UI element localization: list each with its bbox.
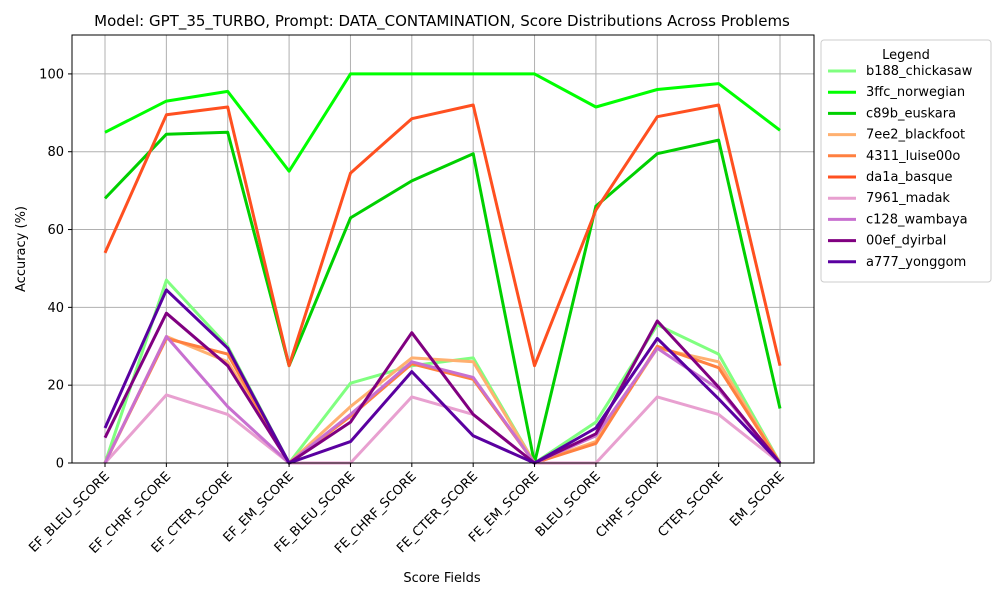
series-lines: [103, 72, 782, 465]
chart-title: Model: GPT_35_TURBO, Prompt: DATA_CONTAM…: [94, 12, 790, 31]
series-line-da1a_basque: [103, 103, 782, 368]
y-tick-label: 60: [47, 223, 64, 238]
y-tick-label: 80: [47, 145, 64, 160]
series-line-a777_yonggom: [103, 288, 782, 465]
legend-label: 7ee2_blackfoot: [866, 128, 965, 143]
y-tick-label: 40: [47, 301, 64, 316]
legend-title: Legend: [882, 48, 930, 63]
y-tick-label: 0: [56, 457, 64, 472]
legend-items: b188_chickasaw 3ffc_norwegian c89b_euskara…: [828, 64, 973, 270]
x-axis-title: Score Fields: [403, 571, 481, 586]
y-tick-label: 20: [47, 379, 64, 394]
legend-label: 3ffc_norwegian: [866, 85, 965, 100]
series-line-3ffc_norwegian: [104, 72, 781, 173]
legend-label: 7961_madak: [866, 191, 950, 206]
series-line-7ee2_blackfoot: [103, 335, 782, 465]
series-line-c128_wambaya: [103, 335, 782, 465]
y-axis-title: Accuracy (%): [14, 206, 29, 292]
series-line-4311_luise00o: [103, 337, 782, 465]
x-tick-label: EM_SCORE: [727, 469, 788, 530]
legend-label: 00ef_dyirbal: [866, 234, 946, 249]
legend-label: a777_yonggom: [866, 255, 966, 270]
legend-label: 4311_luise00o: [866, 149, 960, 164]
legend-label: c128_wambaya: [866, 212, 968, 227]
y-axis-ticks: 0 20 40 60 80 100: [39, 67, 72, 472]
legend-label: c89b_euskara: [866, 106, 956, 121]
series-line-c89b_euskara: [103, 130, 782, 465]
plot-frame: [71, 34, 815, 464]
legend-label: b188_chickasaw: [866, 64, 973, 79]
y-tick-label: 100: [39, 67, 64, 82]
legend-box: [820, 39, 992, 283]
x-tick-label: CHRF_SCORE: [593, 469, 665, 541]
series-line-b188_chickasaw: [103, 278, 782, 465]
x-axis-ticks: EF_BLEU_SCOREEF_CHRF_SCOREEF_CTER_SCOREE…: [26, 463, 788, 557]
series-line-00ef_dyirbal: [103, 311, 782, 465]
x-tick-label: CTER_SCORE: [655, 469, 726, 540]
legend-label: da1a_basque: [866, 170, 952, 185]
legend: Legend b188_chickasaw 3ffc_norwegian c89b_…: [820, 39, 992, 283]
